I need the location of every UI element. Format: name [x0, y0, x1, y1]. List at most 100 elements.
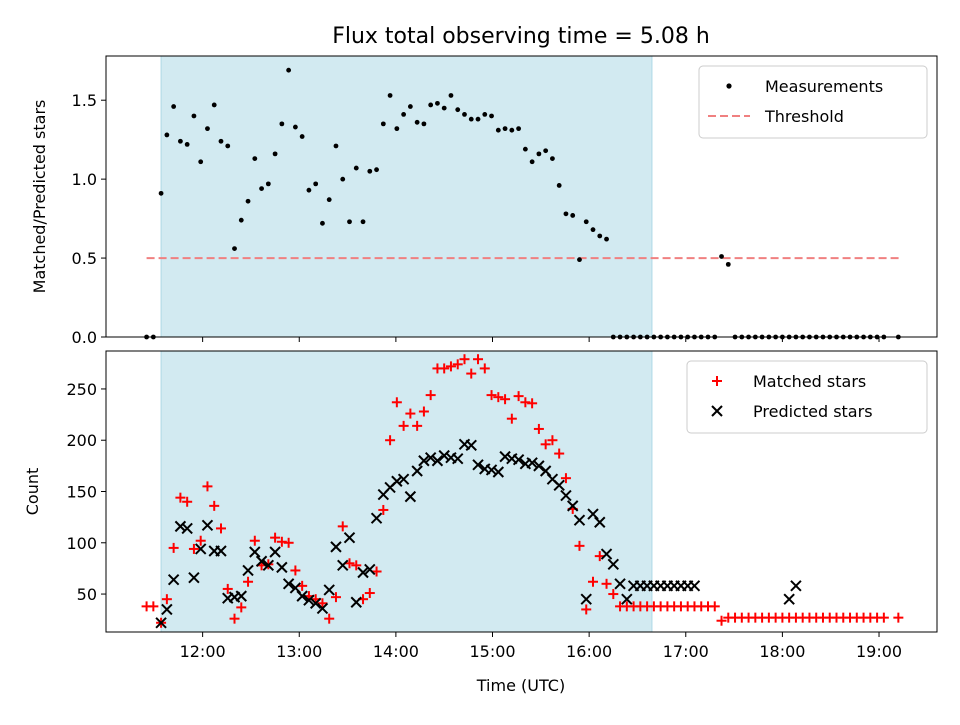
y-axis-label-ratio: Matched/Predicted stars	[30, 100, 49, 294]
measurement-point	[725, 261, 731, 267]
measurement-point	[238, 217, 244, 223]
measurement-point	[407, 104, 413, 109]
matched-point	[195, 535, 206, 546]
matched-point	[168, 542, 179, 553]
matched-point	[229, 613, 240, 624]
predicted-point	[357, 566, 369, 579]
matched-point	[161, 594, 172, 605]
measurement-point	[353, 165, 359, 171]
measurement-point	[326, 197, 332, 203]
matched-point	[445, 361, 456, 372]
measurement-point	[178, 138, 183, 144]
x-tick-label: 19:00	[856, 642, 902, 661]
x-tick-label: 12:00	[180, 642, 226, 661]
measurement-point	[414, 119, 420, 125]
measurement-point	[232, 246, 237, 251]
matched-point	[479, 363, 490, 374]
measurement-point	[272, 151, 278, 157]
observing-window-ratio	[160, 55, 653, 338]
measurement-point	[211, 102, 217, 108]
matched-point	[486, 390, 497, 401]
predicted-point	[337, 559, 349, 572]
predicted-point	[580, 593, 592, 605]
predicted-point	[255, 555, 268, 567]
predicted-point	[215, 545, 227, 557]
predicted-point	[181, 522, 193, 535]
measurement-point	[448, 93, 454, 98]
predicted-point	[539, 465, 552, 477]
measurement-point	[299, 134, 305, 139]
legend-ratio: Measurements Threshold	[698, 65, 928, 139]
measurement-point	[550, 156, 555, 162]
legend-label: Matched stars	[753, 372, 866, 391]
measurement-point	[292, 124, 298, 130]
matched-point	[215, 523, 226, 534]
matched-point	[459, 354, 470, 365]
measurement-point	[306, 187, 312, 193]
measurement-point	[279, 121, 285, 127]
series-predicted-stars	[155, 438, 802, 629]
matched-point	[540, 439, 551, 450]
measurement-point	[462, 112, 467, 117]
predicted-point	[560, 489, 572, 502]
predicted-point	[526, 457, 538, 469]
predicted-point	[155, 617, 167, 629]
measurement-point	[441, 105, 447, 111]
y-axis-label-count: Count	[23, 468, 42, 516]
measurement-point	[482, 112, 488, 117]
measurement-point	[719, 254, 724, 259]
matched-point	[513, 391, 524, 402]
predicted-point	[621, 593, 633, 605]
measurement-point	[245, 198, 251, 204]
predicted-point	[452, 452, 464, 465]
matched-point	[473, 354, 484, 365]
predicted-point	[370, 512, 383, 524]
measurement-point	[198, 159, 204, 165]
predicted-point	[472, 459, 484, 471]
matched-point	[439, 363, 450, 374]
matched-point	[709, 601, 720, 612]
predicted-point	[309, 597, 322, 609]
measurement-point	[577, 257, 582, 263]
matched-point	[222, 583, 233, 594]
legend-label: Measurements	[765, 77, 883, 96]
predicted-point	[424, 451, 437, 464]
chart-title: Flux total observing time = 5.08 h	[332, 24, 710, 49]
measurement-point	[347, 219, 352, 225]
y-tick-label: 200	[66, 431, 97, 450]
predicted-point	[594, 516, 606, 528]
matched-point	[188, 543, 199, 554]
y-tick-label: 250	[66, 380, 97, 399]
measurement-point	[455, 107, 461, 113]
matched-point	[601, 578, 612, 589]
measurement-point	[495, 127, 501, 133]
ratio-panel: 0.0 0.5 1.0 1.5 Matched/Predicted stars Measu…	[30, 55, 938, 347]
predicted-point	[174, 520, 187, 533]
matched-point	[716, 615, 727, 626]
matched-point	[249, 535, 260, 546]
matched-point	[175, 492, 186, 503]
measurement-point	[435, 100, 440, 106]
matched-point	[317, 598, 328, 609]
predicted-point	[296, 590, 308, 602]
matched-point	[412, 420, 423, 431]
legend-marker-measurements	[726, 83, 732, 89]
predicted-point	[688, 580, 701, 592]
measurement-point	[171, 104, 177, 109]
predicted-point	[790, 580, 802, 592]
measurement-point	[205, 126, 210, 132]
measurement-point	[401, 112, 407, 117]
matched-point	[385, 435, 396, 446]
predicted-point	[194, 543, 207, 555]
predicted-point	[607, 558, 620, 571]
matched-point	[202, 481, 213, 492]
predicted-point	[512, 454, 525, 466]
measurement-point	[428, 102, 434, 108]
predicted-point	[161, 603, 173, 616]
measurement-point	[320, 220, 325, 226]
measurement-point	[259, 186, 264, 192]
legend-label: Predicted stars	[753, 402, 873, 421]
y-tick-label: 1.5	[72, 91, 97, 110]
predicted-point	[397, 473, 410, 485]
